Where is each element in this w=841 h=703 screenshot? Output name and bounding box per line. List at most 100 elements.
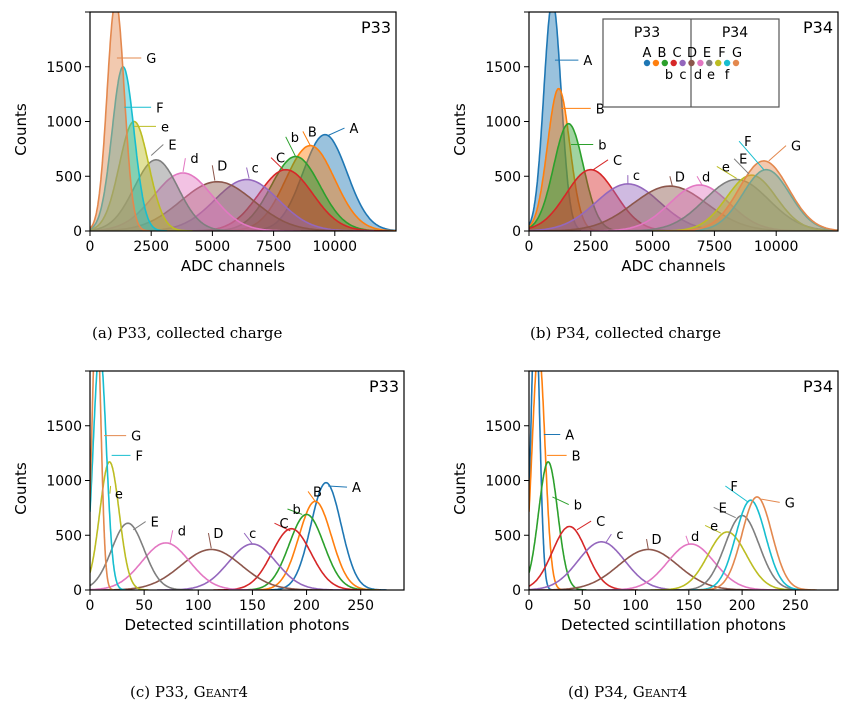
series-line-B	[529, 371, 565, 590]
series-label-B: B	[308, 125, 317, 140]
series-label-F: F	[156, 101, 163, 116]
series-fill-G	[665, 160, 838, 231]
y-tick-label-1500: 1500	[485, 419, 521, 435]
series-line-G	[90, 371, 114, 590]
series-label-A: A	[565, 429, 574, 444]
x-tick-label-250: 250	[347, 598, 374, 614]
series-line-G	[90, 12, 150, 231]
series-fill-A	[236, 134, 396, 231]
series-fill-F	[672, 169, 838, 231]
series-fill-C	[178, 169, 394, 231]
inset-dot-d	[697, 59, 704, 67]
series-label-c: c	[252, 161, 259, 176]
x-tick-label-100: 100	[622, 598, 649, 614]
label-leader-e	[716, 165, 737, 179]
series-line-d	[580, 184, 819, 231]
series-label-C: C	[596, 515, 605, 530]
x-tick-label-0: 0	[86, 239, 95, 255]
inset-dot-A	[643, 59, 651, 67]
y-axis-label-a: Counts	[12, 103, 30, 156]
label-leader-b	[285, 136, 297, 157]
label-leader-b	[287, 508, 303, 515]
series-label-G: G	[146, 52, 156, 67]
inset-top-label-D: D	[687, 46, 697, 61]
series-line-d	[90, 542, 262, 590]
label-leader-B	[302, 131, 311, 146]
y-tick-label-0: 0	[512, 224, 521, 240]
y-tick-label-500: 500	[55, 169, 82, 185]
y-tick-label-500: 500	[494, 169, 521, 185]
inset-top-label-A: A	[643, 46, 652, 61]
series-label-d: d	[190, 152, 198, 167]
inset-dot-C	[670, 59, 677, 67]
label-leader-E	[713, 506, 736, 519]
series-line-E	[673, 514, 811, 590]
caption-c-sc: Geant4	[193, 683, 249, 701]
inset-dot-b	[661, 59, 668, 67]
inset-top-label-C: C	[672, 46, 681, 61]
label-leader-D	[669, 176, 673, 187]
series-label-d: d	[691, 530, 699, 545]
y-axis-label-b: Counts	[451, 103, 469, 156]
series-label-B: B	[313, 485, 322, 500]
inset-top-label-B: B	[658, 46, 667, 61]
x-tick-label-2500: 2500	[573, 239, 609, 255]
label-leader-D	[211, 165, 216, 181]
x-tick-label-200: 200	[729, 598, 756, 614]
inset-dot-D	[688, 59, 695, 67]
series-label-e: e	[161, 120, 169, 135]
inset-left-label: P33	[634, 25, 660, 41]
series-line-c	[529, 183, 757, 231]
series-label-e: e	[722, 160, 730, 175]
series-label-b: b	[598, 138, 606, 153]
label-leader-F	[725, 485, 749, 503]
x-tick-label-200: 200	[293, 598, 320, 614]
label-leader-c	[243, 532, 253, 545]
series-label-G: G	[785, 496, 795, 511]
inset-dot-F	[723, 59, 731, 67]
series-label-G: G	[791, 140, 801, 155]
series-label-b: b	[292, 503, 300, 518]
label-leader-d	[182, 158, 186, 172]
label-leader-d	[169, 530, 174, 544]
x-tick-label-10000: 10000	[754, 239, 799, 255]
series-label-E: E	[168, 138, 176, 153]
series-fill-G	[90, 12, 150, 231]
y-tick-label-1000: 1000	[46, 115, 82, 131]
x-tick-label-2500: 2500	[133, 239, 169, 255]
series-label-e: e	[710, 519, 718, 534]
y-tick-label-1500: 1500	[485, 60, 521, 76]
series-line-B	[529, 87, 604, 231]
x-tick-label-7500: 7500	[256, 239, 292, 255]
series-fill-c	[529, 183, 757, 231]
series-label-C: C	[279, 517, 288, 532]
x-tick-label-0: 0	[86, 598, 95, 614]
caption-b: (b) P34, collected charge	[530, 324, 722, 342]
x-tick-label-50: 50	[573, 598, 591, 614]
series-line-E	[90, 522, 193, 590]
series-line-e	[90, 461, 149, 590]
inset-bottom-label-e: e	[707, 68, 715, 83]
series-line-A	[529, 371, 553, 590]
series-line-F	[90, 371, 126, 590]
series-line-B	[250, 500, 381, 590]
series-line-G	[697, 496, 817, 590]
label-leader-A	[328, 485, 348, 488]
series-label-F: F	[135, 449, 142, 464]
x-tick-label-0: 0	[525, 598, 534, 614]
x-axis-label-d: Detected scintillation photons	[561, 616, 786, 634]
series-fill-C	[529, 169, 690, 231]
x-axis-label-c: Detected scintillation photons	[125, 616, 350, 634]
x-tick-label-150: 150	[239, 598, 266, 614]
series-label-E: E	[739, 153, 747, 168]
inset-dot-E	[706, 59, 713, 67]
series-label-d: d	[178, 524, 186, 539]
y-axis-label-c: Counts	[12, 462, 30, 515]
x-tick-label-150: 150	[675, 598, 702, 614]
inset-bottom-label-b: b	[665, 68, 673, 83]
series-label-D: D	[217, 159, 227, 174]
y-tick-label-1500: 1500	[46, 60, 82, 76]
